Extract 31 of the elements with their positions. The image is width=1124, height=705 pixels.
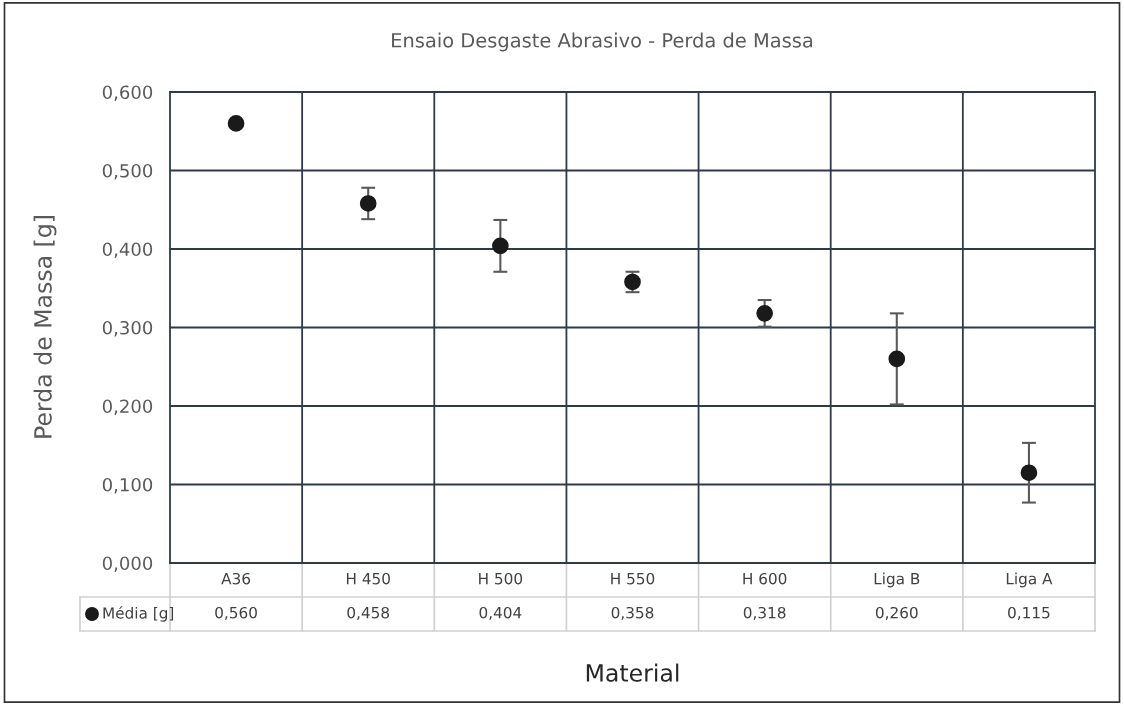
data-label: 0,260 — [875, 606, 918, 620]
data-label: 0,458 — [347, 606, 390, 620]
data-label: 0,560 — [215, 606, 257, 620]
legend-label: Média [g] — [103, 606, 174, 622]
y-tick-label: 0,000 — [102, 556, 153, 572]
x-tick-label: Liga A — [1006, 572, 1053, 588]
x-tick-label: H 550 — [611, 572, 655, 585]
x-tick-label: A36 — [221, 572, 251, 585]
y-tick-label: 0,300 — [102, 320, 153, 337]
x-tick-label: H 450 — [346, 572, 390, 585]
y-tick-label: 0,600 — [102, 85, 153, 101]
y-tick-label: 0,200 — [102, 399, 153, 415]
chart-title: Ensaio Desgaste Abrasivo - Perda de Massa — [392, 32, 813, 52]
x-axis-title: Material — [586, 663, 679, 682]
point — [359, 195, 377, 212]
x-tick-label: H 600 — [743, 572, 787, 585]
y-tick-label: 0,400 — [102, 242, 153, 258]
data-label: 0,404 — [479, 606, 522, 620]
x-tick-label: Liga B — [874, 572, 920, 588]
x-tick-label: H 500 — [479, 572, 523, 585]
data-label: 0,115 — [1008, 606, 1050, 620]
data-label: 0,358 — [611, 606, 654, 620]
y-tick-label: 0,500 — [102, 163, 153, 180]
data-label: 0,318 — [743, 606, 786, 620]
point — [227, 115, 245, 132]
y-axis-title: Perda de Massa [g] — [33, 216, 57, 438]
y-tick-label: 0,100 — [102, 477, 153, 494]
point — [1020, 464, 1038, 482]
point — [888, 350, 906, 368]
point — [756, 305, 773, 322]
point — [492, 237, 509, 255]
